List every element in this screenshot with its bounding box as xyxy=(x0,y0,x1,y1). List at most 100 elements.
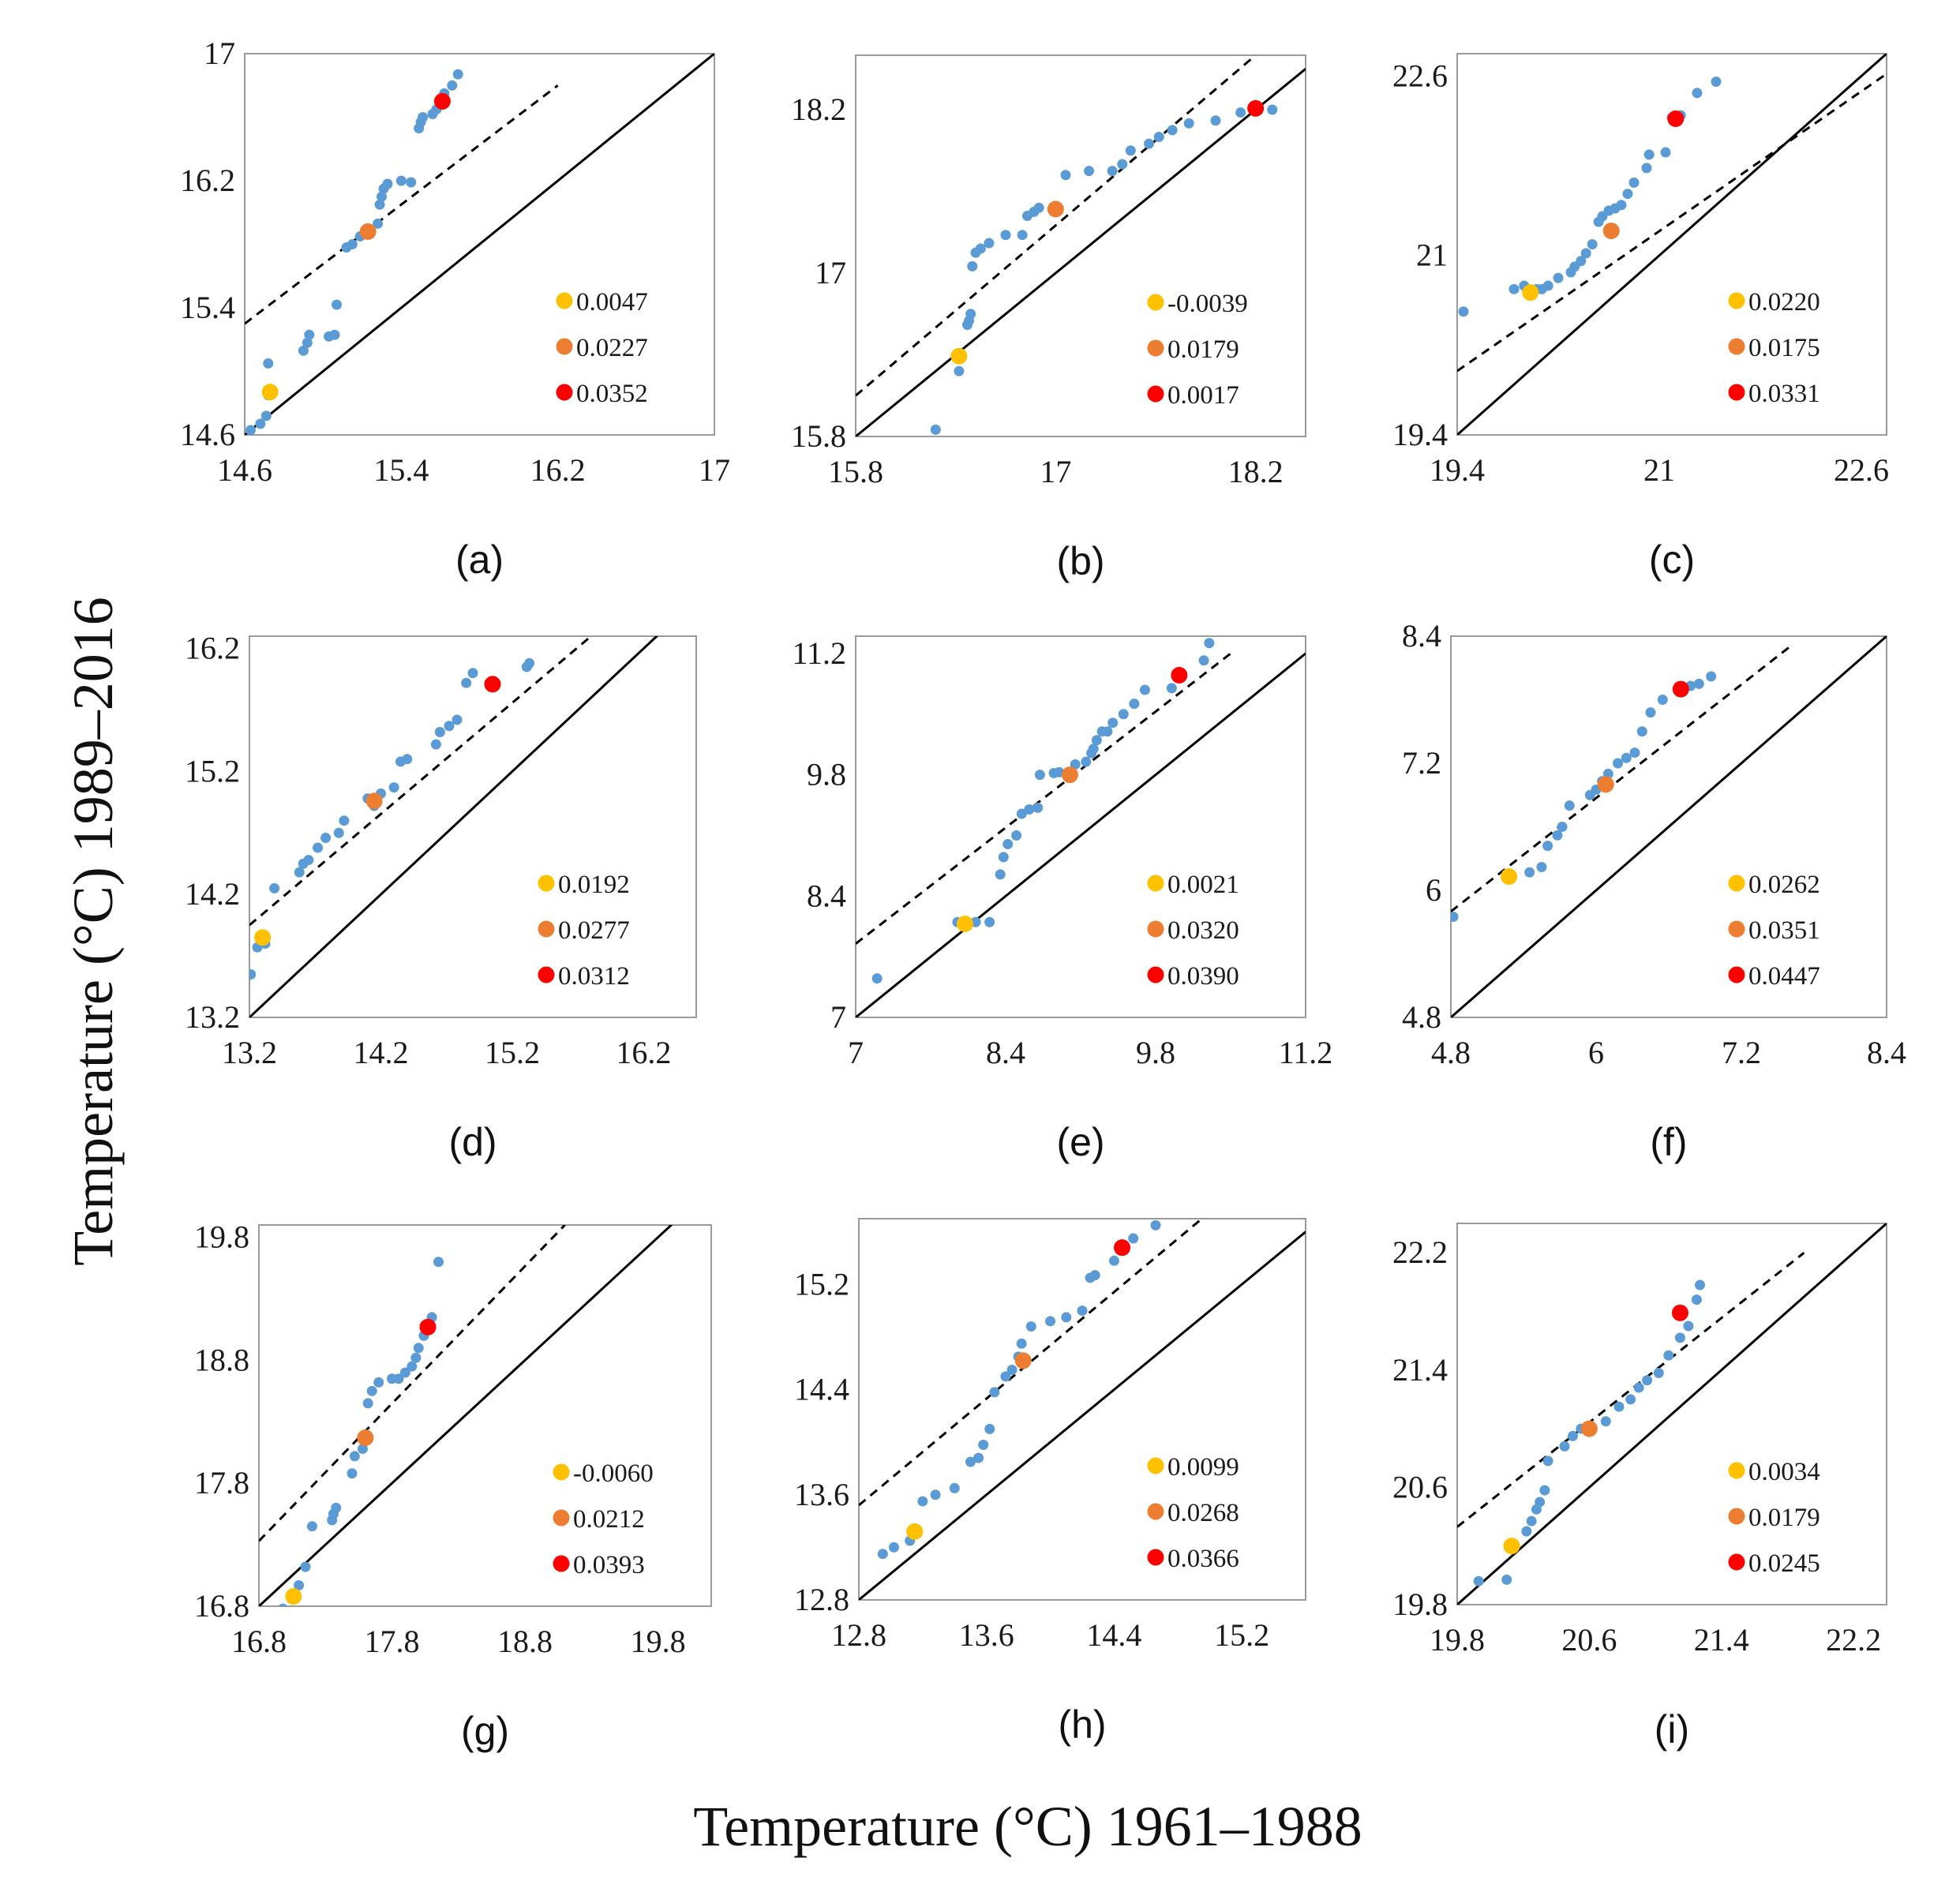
station-point xyxy=(447,80,458,91)
plot-area-frame xyxy=(258,1224,712,1607)
station-point xyxy=(366,1385,377,1396)
station-point xyxy=(1508,283,1520,294)
station-point xyxy=(984,916,995,927)
plot-area-frame xyxy=(249,635,697,1018)
station-point xyxy=(984,1423,995,1434)
station-point xyxy=(278,1603,288,1606)
panel-c: 19.419.4 21 21 22.6 22.6 0.0220 0.0175 0.0331 (c… xyxy=(1392,53,1889,582)
one-to-one-line xyxy=(859,1231,1306,1600)
station-point xyxy=(347,1468,358,1479)
x-tick-label: 6 xyxy=(1588,1035,1604,1070)
highlight-point xyxy=(1171,666,1188,684)
legend-marker xyxy=(1728,920,1745,938)
plot-content xyxy=(1451,636,1887,1017)
x-tick-label: 19.8 xyxy=(1430,1622,1485,1658)
station-point xyxy=(399,1367,410,1378)
highlight-point xyxy=(285,1588,302,1605)
legend-marker xyxy=(538,875,555,892)
station-point xyxy=(1235,107,1246,118)
highlight-point xyxy=(1247,99,1265,117)
station-point xyxy=(402,754,413,765)
station-point xyxy=(1501,1574,1512,1585)
y-tick-label: 19.8 xyxy=(1392,1586,1448,1622)
station-point xyxy=(1660,147,1671,158)
station-point xyxy=(1070,759,1081,770)
y-tick-label: 22.2 xyxy=(1392,1234,1448,1270)
station-point xyxy=(1526,1515,1537,1527)
y-tick-label: 15.8 xyxy=(791,418,846,454)
highlight-point xyxy=(1503,1538,1520,1555)
station-point xyxy=(1267,104,1278,115)
legend-marker xyxy=(1728,966,1745,983)
panel-i: 19.819.8 20.6 20.6 21.4 21.4 22.2 22.2 0.0034 0.… xyxy=(1392,1223,1887,1751)
station-point xyxy=(294,867,305,878)
plot-area-frame xyxy=(1450,635,1887,1018)
station-point xyxy=(1683,1320,1694,1332)
plot-content xyxy=(856,55,1306,436)
station-point xyxy=(393,1373,404,1384)
legend-label: 0.0331 xyxy=(1748,380,1820,408)
y-tick-label: 16.2 xyxy=(185,631,240,666)
station-point xyxy=(1524,867,1535,878)
legend-label: -0.0039 xyxy=(1167,290,1248,318)
legend-marker xyxy=(553,1509,570,1527)
station-point xyxy=(1657,695,1668,705)
panel-g: 16.816.8 17.8 17.8 18.8 18.8 19.8 19.8 -0.0060 0… xyxy=(194,1219,712,1753)
x-tick-label: 7 xyxy=(848,1035,864,1070)
dashed-trend-line xyxy=(1457,73,1887,373)
legend-marker xyxy=(556,292,573,309)
station-point xyxy=(1557,822,1568,832)
legend-label: 0.0175 xyxy=(1748,334,1820,362)
station-point xyxy=(1653,1367,1664,1378)
station-point xyxy=(1580,248,1591,259)
station-point xyxy=(1629,747,1640,759)
legend-marker xyxy=(1147,966,1164,983)
station-point xyxy=(965,1456,976,1467)
panel-label: (b) xyxy=(1056,539,1104,583)
station-point xyxy=(1088,744,1099,755)
station-point xyxy=(1645,707,1656,718)
highlight-point xyxy=(950,347,968,365)
station-point xyxy=(329,329,340,340)
y-tick-label: 18.2 xyxy=(791,92,846,127)
station-point xyxy=(1693,678,1704,689)
x-tick-label: 18.8 xyxy=(497,1624,553,1659)
legend-marker xyxy=(538,966,555,983)
station-point xyxy=(1139,684,1150,695)
panel-label: (c) xyxy=(1649,538,1695,582)
y-tick-label: 19.4 xyxy=(1392,417,1448,452)
station-point xyxy=(1060,170,1071,181)
station-point xyxy=(1032,802,1044,813)
station-point xyxy=(1564,800,1575,811)
highlight-point xyxy=(1061,766,1078,784)
station-point xyxy=(1024,804,1035,815)
station-point xyxy=(1695,1279,1706,1291)
station-point xyxy=(1641,163,1652,174)
x-tick-label: 14.4 xyxy=(1086,1617,1141,1653)
x-tick-label: 14.6 xyxy=(217,452,272,488)
station-point xyxy=(1150,1219,1161,1231)
station-point xyxy=(1128,1233,1139,1244)
legend-label: 0.0262 xyxy=(1748,871,1820,899)
one-to-one-line xyxy=(249,636,659,1017)
station-point xyxy=(1091,735,1102,746)
highlight-point xyxy=(1580,1420,1598,1437)
station-point xyxy=(1089,1270,1100,1281)
y-tick-label: 17 xyxy=(204,36,235,71)
one-to-one-line xyxy=(1457,54,1887,435)
legend-marker xyxy=(1147,1549,1164,1566)
station-point xyxy=(269,882,280,893)
plot-content xyxy=(259,1225,673,1606)
station-point xyxy=(1553,272,1564,283)
legend-label: 0.0034 xyxy=(1748,1458,1820,1486)
one-to-one-line xyxy=(856,68,1306,436)
highlight-point xyxy=(1667,110,1685,127)
y-tick-label: 20.6 xyxy=(1392,1469,1448,1504)
station-point xyxy=(1204,638,1215,649)
highlight-point xyxy=(484,676,501,693)
x-tick-label: 12.8 xyxy=(831,1617,886,1653)
y-tick-label: 17 xyxy=(815,255,846,290)
highlight-point xyxy=(1047,200,1064,218)
highlight-point xyxy=(419,1318,437,1335)
station-point xyxy=(1167,125,1178,136)
